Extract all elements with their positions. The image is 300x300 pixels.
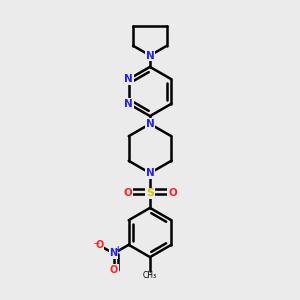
Text: O: O	[123, 188, 132, 199]
Text: O: O	[168, 188, 177, 199]
Text: N: N	[124, 99, 133, 109]
Text: O: O	[110, 265, 118, 275]
Text: CH₃: CH₃	[143, 272, 157, 280]
Text: N: N	[124, 74, 133, 84]
Text: N: N	[146, 168, 154, 178]
Text: O: O	[95, 240, 103, 250]
Text: N: N	[110, 248, 118, 259]
Text: −: −	[92, 238, 100, 247]
Text: +: +	[115, 245, 121, 254]
Text: S: S	[146, 188, 154, 199]
Text: N: N	[146, 119, 154, 129]
Text: N: N	[146, 50, 154, 61]
